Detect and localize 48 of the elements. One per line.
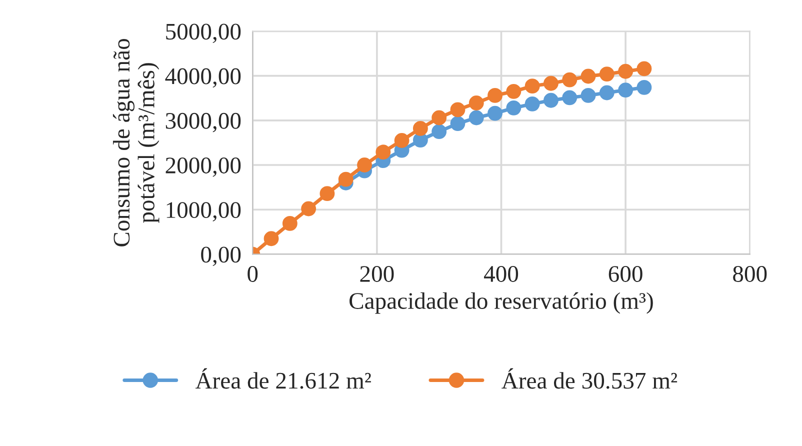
legend-label: Área de 21.612 m² — [195, 368, 371, 389]
point — [412, 120, 428, 136]
point — [524, 78, 540, 94]
point — [301, 201, 316, 216]
point — [544, 76, 558, 91]
point — [394, 133, 410, 148]
point — [320, 186, 335, 202]
point — [580, 88, 596, 103]
y-tick-label: 2000,00 — [166, 158, 241, 177]
point — [264, 231, 279, 246]
point — [506, 84, 522, 99]
y-tick-label: 0,00 — [201, 246, 241, 266]
x-tick-label: 0 — [248, 266, 258, 282]
point — [562, 90, 578, 106]
point — [357, 158, 372, 172]
point — [468, 110, 484, 126]
y-tick-label: 4000,00 — [165, 68, 241, 88]
point — [338, 172, 354, 187]
point — [599, 66, 614, 82]
point — [636, 61, 652, 76]
x-tick-label: 400 — [484, 266, 518, 282]
point — [524, 96, 540, 112]
point — [432, 124, 447, 140]
point — [636, 80, 652, 95]
x-tick-label: 800 — [733, 266, 767, 282]
y-axis-title: Consumo de água não potável (m³/mês) — [112, 39, 160, 246]
point — [580, 68, 596, 84]
y-tick-label: 1000,00 — [166, 202, 241, 222]
point — [450, 116, 466, 132]
point — [450, 102, 466, 118]
point — [488, 88, 502, 103]
point — [599, 85, 614, 100]
y-tick-label: 5000,00 — [166, 24, 241, 44]
point — [618, 82, 634, 98]
point — [432, 110, 447, 126]
legend-label: Área de 30.537 m² — [502, 368, 678, 389]
point — [544, 92, 558, 108]
point — [488, 106, 502, 121]
x-tick-label: 200 — [360, 266, 394, 282]
y-tick-label: 3000,00 — [166, 112, 241, 132]
x-tick-label: 600 — [608, 266, 642, 282]
point — [562, 72, 578, 88]
point — [468, 96, 484, 110]
point — [506, 100, 522, 116]
point — [618, 64, 634, 79]
point — [282, 216, 298, 231]
x-axis-title: Capacidade do reservatório (m³) — [350, 292, 653, 314]
point — [376, 144, 391, 160]
